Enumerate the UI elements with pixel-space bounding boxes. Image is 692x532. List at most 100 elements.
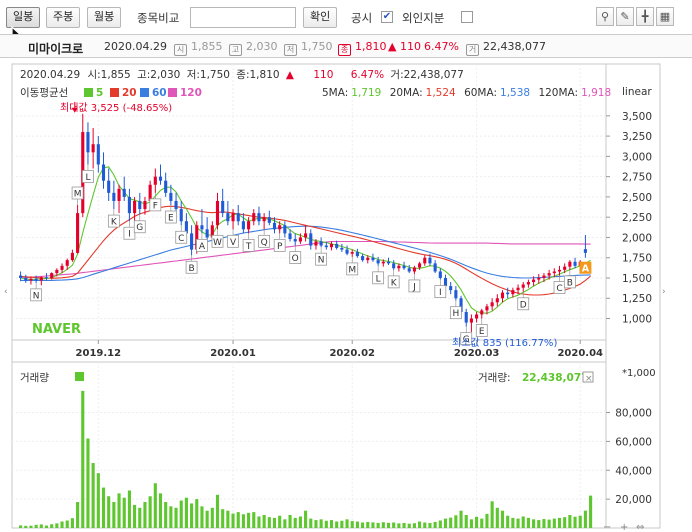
candle	[283, 221, 287, 238]
candle	[241, 213, 245, 234]
scroll-right-icon[interactable]: ›	[662, 287, 666, 297]
stock-name: 미마이크로	[28, 42, 84, 56]
candle	[376, 256, 380, 266]
compare-input[interactable]	[190, 7, 296, 28]
minus-icon[interactable]: −	[603, 522, 611, 532]
pattern-marker-label: D	[520, 300, 527, 310]
volume-bar	[81, 390, 85, 528]
pattern-marker-label: M	[74, 190, 82, 200]
volume-bar	[169, 506, 173, 528]
volume-bar	[449, 517, 453, 528]
pattern-marker-label: H	[452, 309, 459, 319]
close-icon: 종	[338, 44, 351, 56]
volume-panel	[11, 361, 607, 529]
high-icon: 고	[229, 44, 242, 56]
plus-icon[interactable]: +	[620, 522, 628, 532]
pattern-marker-label: K	[391, 278, 398, 288]
candle	[573, 257, 577, 269]
volume-bar	[91, 463, 95, 528]
candle	[407, 265, 411, 274]
volume-bar	[371, 522, 375, 528]
candle	[247, 217, 251, 234]
pattern-marker-label: N	[33, 291, 40, 301]
candle	[236, 205, 240, 226]
pattern-marker	[460, 332, 473, 346]
pen-icon[interactable]: ✎	[616, 7, 634, 26]
y-tick-label: 1,000	[622, 314, 652, 326]
confirm-button[interactable]: 확인	[303, 7, 338, 28]
volume-bar	[236, 512, 240, 528]
candle	[532, 276, 536, 287]
volume-bar	[423, 522, 427, 528]
daily-button[interactable]: 일봉	[6, 7, 41, 28]
volume-bar	[195, 499, 199, 528]
pattern-marker	[107, 214, 120, 228]
volume-bar	[589, 495, 593, 528]
pattern-marker	[71, 186, 84, 200]
volume-bar	[485, 513, 489, 528]
candle	[70, 249, 74, 262]
volume-bar	[433, 521, 437, 528]
setting-icon[interactable]: ⚲	[596, 7, 614, 26]
disclosure-checkbox[interactable]: ✔	[381, 11, 393, 23]
foreign-checkbox[interactable]	[461, 11, 473, 23]
monthly-button[interactable]: 월봉	[87, 7, 122, 28]
min-annotation: 최소값 835 (116.77%)	[452, 337, 557, 349]
candle	[117, 184, 121, 214]
chart-area[interactable]: ‹ › 3,500 3,250 3,000 2,750 2,500 2,250 2,000 1…	[0, 58, 692, 532]
summary-rate: 6.47%	[424, 40, 459, 53]
candle	[516, 284, 520, 295]
ma5-legend: 5	[96, 87, 103, 99]
candle	[381, 259, 385, 267]
scroll-left-icon[interactable]: ‹	[4, 287, 8, 297]
pattern-marker-label: W	[213, 238, 222, 248]
volume-bar	[568, 515, 572, 528]
candle	[449, 282, 453, 295]
volume-swatch	[75, 372, 84, 381]
volume-bar	[397, 523, 401, 528]
pattern-marker-label: M	[348, 265, 356, 275]
volume-bar	[164, 502, 168, 528]
volume-bar	[278, 515, 282, 528]
volume-close-icon[interactable]: ×	[585, 374, 593, 384]
volume-bar	[547, 519, 551, 528]
ruler-icon[interactable]: ▦	[656, 7, 674, 26]
volume-bar	[252, 512, 256, 528]
volume-bar	[350, 521, 354, 528]
volume-grid	[12, 412, 606, 500]
x-ticks: 2019.12 2020.01 2020.02 2020.03 2020.04	[76, 340, 603, 359]
volume-close-button[interactable]	[582, 371, 594, 383]
candle	[267, 210, 271, 226]
pattern-marker-label: C	[556, 284, 562, 294]
ma120-swatch	[168, 88, 177, 97]
candle	[345, 245, 349, 256]
candle	[329, 241, 334, 251]
pattern-marker-label: C	[178, 234, 184, 244]
volume-bar	[262, 515, 266, 528]
ma20-legend: 20	[122, 87, 137, 99]
candle	[221, 188, 225, 218]
pattern-marker	[563, 275, 576, 289]
volume-bar	[190, 503, 194, 528]
candle	[133, 196, 137, 222]
candle	[278, 221, 282, 234]
candle	[34, 275, 38, 283]
crosshair-icon[interactable]: ╋	[636, 7, 654, 26]
y-tick-label: 1,500	[622, 273, 652, 285]
volume-bar	[127, 490, 131, 528]
volume-tick-label: 60,000	[615, 436, 652, 448]
weekly-button[interactable]: 주봉	[46, 7, 81, 28]
summary-change: ▲ 110	[388, 40, 421, 53]
scale-label[interactable]: linear	[622, 86, 652, 98]
pattern-marker-label: J	[412, 282, 416, 292]
volume-bar	[563, 517, 567, 528]
volume-bar	[288, 515, 292, 528]
volume-bar	[65, 520, 69, 528]
pattern-marker	[408, 279, 421, 293]
volume-bar	[34, 524, 38, 528]
summary-high: 고 2,030	[229, 40, 278, 56]
volume-bar	[475, 516, 479, 528]
candle	[257, 206, 261, 226]
scroll-icon[interactable]: ⇔	[636, 522, 644, 532]
candle	[438, 268, 442, 280]
